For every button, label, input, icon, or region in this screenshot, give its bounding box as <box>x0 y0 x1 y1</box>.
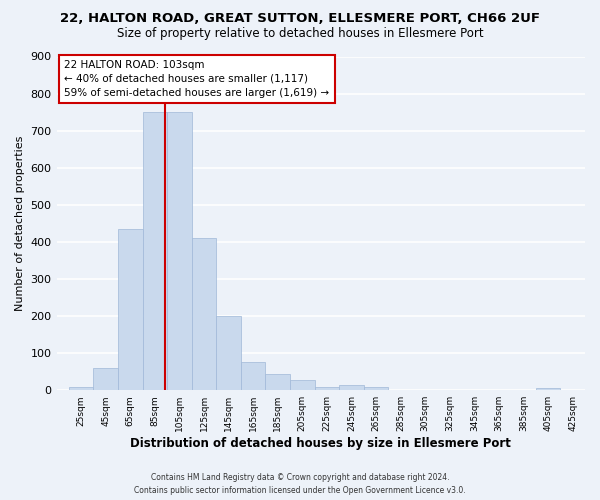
Bar <box>241 362 265 390</box>
Bar <box>192 238 217 390</box>
Text: Contains HM Land Registry data © Crown copyright and database right 2024.
Contai: Contains HM Land Registry data © Crown c… <box>134 474 466 495</box>
Bar <box>536 388 560 390</box>
Bar <box>314 387 339 390</box>
Text: 22 HALTON ROAD: 103sqm
← 40% of detached houses are smaller (1,117)
59% of semi-: 22 HALTON ROAD: 103sqm ← 40% of detached… <box>64 60 329 98</box>
Bar <box>217 316 241 390</box>
Bar <box>167 112 192 390</box>
Bar <box>265 374 290 390</box>
Bar <box>69 386 94 390</box>
Bar <box>118 229 143 390</box>
Y-axis label: Number of detached properties: Number of detached properties <box>15 136 25 311</box>
Bar <box>364 387 388 390</box>
Bar <box>143 112 167 390</box>
X-axis label: Distribution of detached houses by size in Ellesmere Port: Distribution of detached houses by size … <box>130 437 511 450</box>
Bar <box>339 384 364 390</box>
Bar <box>94 368 118 390</box>
Text: Size of property relative to detached houses in Ellesmere Port: Size of property relative to detached ho… <box>116 28 484 40</box>
Bar <box>290 380 314 390</box>
Text: 22, HALTON ROAD, GREAT SUTTON, ELLESMERE PORT, CH66 2UF: 22, HALTON ROAD, GREAT SUTTON, ELLESMERE… <box>60 12 540 26</box>
